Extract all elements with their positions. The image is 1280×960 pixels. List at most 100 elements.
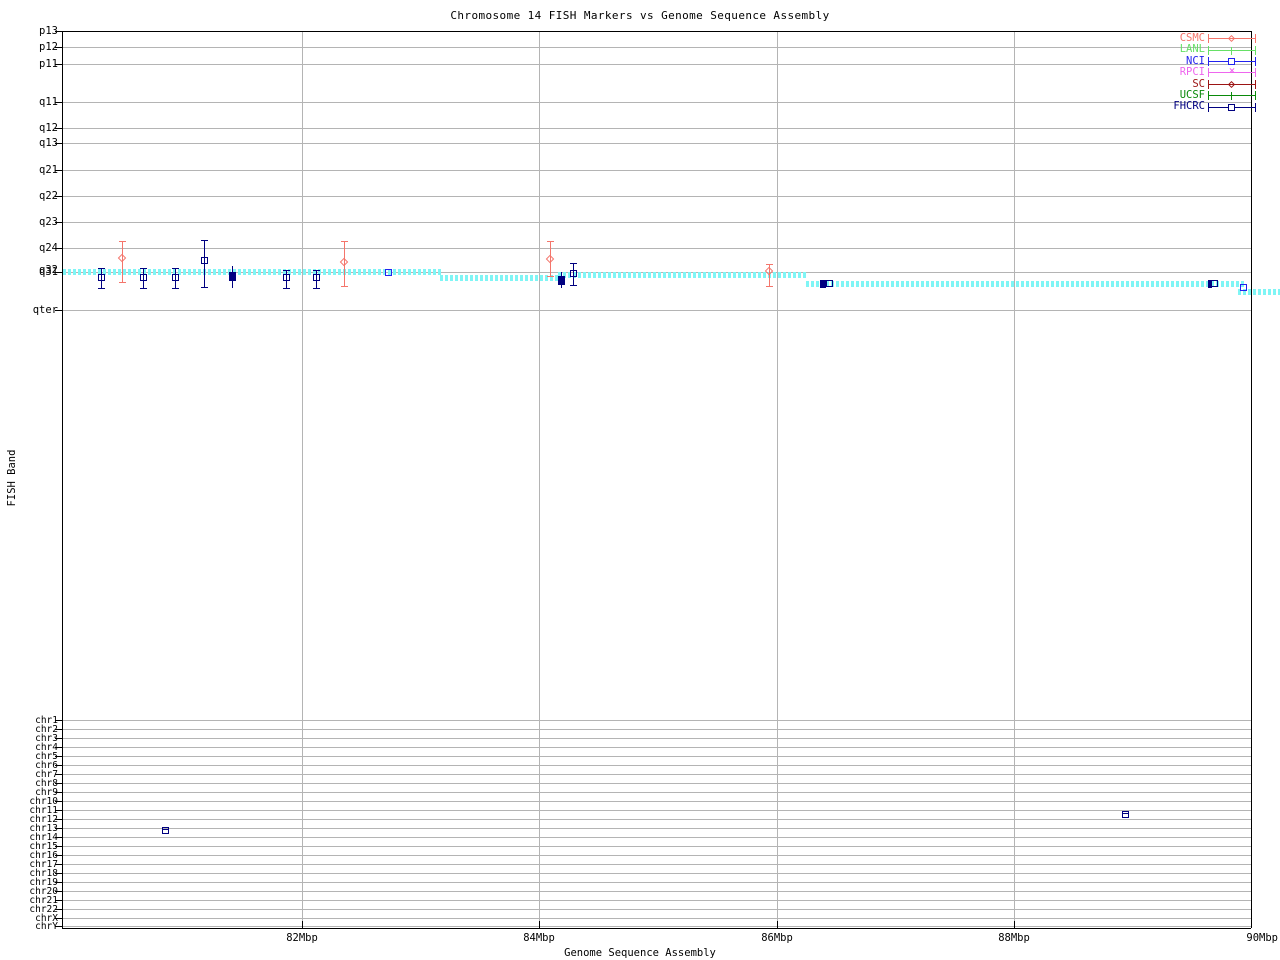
marker-csmc-2[interactable] [339, 257, 349, 267]
gridline-chr1 [63, 720, 1251, 721]
ylabel-chr13: chr13 [29, 823, 58, 834]
gridline-chr11 [63, 810, 1251, 811]
plot-frame-top [62, 31, 1251, 32]
legend-entry-sc[interactable]: SC [1130, 77, 1256, 90]
ylabel-q13: q13 [39, 137, 58, 149]
errorbar-cap-top-7 [313, 270, 320, 271]
ylabel-p13: p13 [39, 25, 58, 37]
errorbar-cap-bottom-10 [570, 285, 577, 286]
ylabel-p11: p11 [39, 58, 58, 70]
marker-chr14-hit[interactable] [162, 827, 169, 834]
xaxis-title: Genome Sequence Assembly [564, 947, 716, 959]
ytick-chr5 [55, 756, 63, 757]
ylabel-chr5: chr5 [35, 751, 58, 762]
marker-fhcrc-11[interactable] [826, 280, 833, 287]
ylabel-chr18: chr18 [29, 868, 58, 879]
plus-icon [1231, 46, 1232, 55]
errorbar-csmc-cap-bottom-1 [119, 282, 126, 283]
xtick-90mbp [1251, 921, 1252, 928]
errorbar-csmc-cap-top-4 [766, 264, 773, 265]
errorbar-csmc-4 [769, 264, 770, 286]
plus-icon-ucsf [1231, 92, 1232, 101]
errorbar-cap-bottom-7 [313, 288, 320, 289]
ytick-q23 [55, 222, 63, 223]
ylabel-chr6: chr6 [35, 760, 58, 771]
legend-sample-lanl [1208, 45, 1256, 56]
legend-label-csmc: CSMC [1179, 32, 1205, 44]
errorbar-csmc-3 [550, 241, 551, 276]
diamond-icon [1227, 35, 1236, 43]
ylabel-p12: p12 [39, 41, 58, 53]
errorbar-fhcrc-10 [573, 263, 574, 285]
marker-fhcrc-2[interactable] [140, 274, 147, 281]
legend-entry-fhcrc[interactable]: FHCRC [1130, 100, 1256, 112]
legend-sample-csmc [1208, 33, 1256, 44]
marker-fhcrc-4[interactable] [201, 257, 208, 264]
ytick-chr11 [55, 810, 63, 811]
errorbar-csmc-2 [344, 241, 345, 286]
assembly-track-seg4b [806, 284, 1246, 287]
assembly-track-seg2 [440, 275, 562, 278]
errorbar-cap-top-2 [140, 268, 147, 269]
legend-entry-ucsf[interactable]: UCSF [1130, 89, 1256, 101]
ytick-q22 [55, 196, 63, 197]
marker-nci-1[interactable] [385, 269, 392, 276]
legend-entry-rpci[interactable]: RPCI [1130, 66, 1256, 78]
marker-fhcrc-6[interactable] [283, 274, 290, 281]
errorbar-cap-top-4 [201, 240, 208, 241]
legend-sample-nci [1208, 56, 1256, 67]
legend-entry-csmc[interactable]: CSMC [1130, 32, 1256, 44]
ytick-chrY [55, 926, 63, 927]
legend-label-sc: SC [1192, 77, 1205, 90]
marker-csmc-3[interactable] [545, 254, 555, 264]
gridline-82mbp [302, 32, 303, 928]
diamond-icon-sc [1227, 80, 1236, 88]
plot-frame-right [1251, 31, 1252, 928]
legend-entry-nci[interactable]: NCI [1130, 55, 1256, 67]
errorbar-cap-top-6 [283, 270, 290, 271]
ytick-chr18 [55, 873, 63, 874]
ytick-q12 [55, 128, 63, 129]
ylabel-qter: qter [32, 304, 58, 316]
ylabel-q31: q31 [39, 266, 58, 278]
marker-fhcrc-12[interactable] [1211, 280, 1218, 287]
ytick-chr8 [55, 783, 63, 784]
page-title: Chromosome 14 FISH Markers vs Genome Seq… [450, 9, 830, 22]
ytick-chr22 [55, 909, 63, 910]
marker-chr13-hit[interactable] [1122, 811, 1129, 818]
assembly-track-seg5b [1238, 292, 1280, 295]
xlabel-86mbp: 86Mbp [761, 932, 793, 944]
ytick-q13 [55, 143, 63, 144]
xtick-86mbp [777, 921, 778, 928]
marker-fhcrc-7[interactable] [313, 274, 320, 281]
legend-entry-lanl[interactable]: LANL [1130, 43, 1256, 56]
xlabel-82mbp: 82Mbp [286, 932, 318, 944]
marker-fhcrc-11a[interactable] [820, 280, 826, 288]
gridline-86mbp [777, 32, 778, 928]
ylabel-chr17: chr17 [29, 859, 58, 870]
legend: CSMC LANL NCI RPCI [1130, 32, 1256, 113]
marker-fhcrc-12a[interactable] [1208, 280, 1212, 288]
xtick-84mbp [539, 921, 540, 928]
errorbar-cap-bottom-4 [201, 287, 208, 288]
marker-csmc-1[interactable] [117, 253, 127, 263]
marker-nci-2[interactable] [1240, 284, 1247, 291]
ytick-q24 [55, 248, 63, 249]
assembly-track-seg4 [806, 281, 1246, 284]
assembly-track-seg3 [558, 272, 808, 275]
errorbar-fhcrc-1 [101, 268, 102, 288]
marker-fhcrc-5[interactable] [229, 272, 236, 281]
marker-fhcrc-3[interactable] [172, 274, 179, 281]
gridline-chr7 [63, 774, 1251, 775]
marker-fhcrc-1[interactable] [98, 274, 105, 281]
marker-fhcrc-9[interactable] [558, 276, 565, 285]
errorbar-fhcrc-3 [175, 268, 176, 288]
gridline-q23 [63, 222, 1251, 223]
gridline-chr8 [63, 783, 1251, 784]
ylabel-chr14: chr14 [29, 832, 58, 843]
marker-fhcrc-10[interactable] [570, 270, 577, 277]
errorbar-cap-bottom-2 [140, 288, 147, 289]
ytick-chr7 [55, 774, 63, 775]
gridline-q12 [63, 128, 1251, 129]
ytick-q31 [55, 272, 63, 273]
